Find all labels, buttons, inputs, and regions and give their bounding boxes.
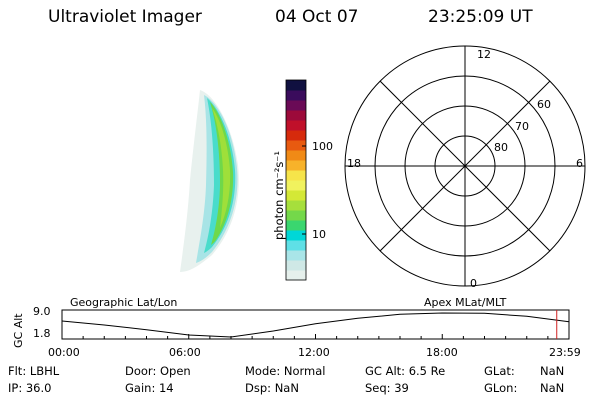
info-gc-alt: GC Alt: 6.5 Re xyxy=(365,364,445,378)
observation-time: 23:25:09 UT xyxy=(428,7,533,27)
colorbar-swatch xyxy=(286,260,306,271)
polar-line-diagonal-b xyxy=(379,80,551,252)
flt-label: Flt: xyxy=(8,364,27,378)
flt-value: LBHL xyxy=(29,364,60,378)
mlat-label-80: 80 xyxy=(494,141,508,154)
auroral-image xyxy=(180,90,239,272)
colorbar-tick-label-10: 10 xyxy=(312,228,326,241)
colorbar-frame xyxy=(285,79,307,281)
observation-date: 04 Oct 07 xyxy=(275,7,359,27)
glat-value: NaN xyxy=(540,364,565,378)
colorbar-swatch xyxy=(286,100,306,111)
gc-alt-label: GC Alt: xyxy=(365,364,406,378)
dsp-label: Dsp: xyxy=(245,381,272,395)
instrument-title: Ultraviolet Imager xyxy=(48,7,202,27)
colorbar-unit-label: photon cm⁻²s⁻¹ xyxy=(272,151,286,240)
colorbar-swatch xyxy=(286,220,306,231)
polar-grid xyxy=(344,45,586,287)
gain-value: 14 xyxy=(158,381,174,395)
timeline-tick-label-2359: 23:59 xyxy=(549,346,581,359)
colorbar-swatch xyxy=(286,190,306,201)
glat-label: GLat: xyxy=(484,364,515,378)
timeline-ticks xyxy=(61,334,570,339)
colorbar-swatch xyxy=(286,80,306,91)
timeline-tick-label-1800: 18:00 xyxy=(426,346,458,359)
colorbar xyxy=(286,80,306,281)
colorbar-swatch xyxy=(286,270,306,281)
mlat-label-70: 70 xyxy=(515,120,529,133)
colorbar-swatch xyxy=(286,210,306,221)
colorbar-swatch xyxy=(286,150,306,161)
info-gain: Gain: 14 xyxy=(125,381,174,395)
timeline-tick-label-0000: 00:00 xyxy=(48,346,80,359)
colorbar-swatch xyxy=(286,180,306,191)
colorbar-swatch xyxy=(286,110,306,121)
colorbar-swatch xyxy=(286,240,306,251)
colorbar-swatch xyxy=(286,200,306,211)
colorbar-swatch xyxy=(286,140,306,151)
timeline-left-title: Geographic Lat/Lon xyxy=(70,296,178,309)
colorbar-swatch xyxy=(286,230,306,241)
colorbar-swatch xyxy=(286,170,306,181)
mode-value: Normal xyxy=(283,364,326,378)
info-ip: IP: 36.0 xyxy=(8,381,51,395)
colorbar-swatch xyxy=(286,160,306,171)
info-dsp: Dsp: NaN xyxy=(245,381,299,395)
gain-label: Gain: xyxy=(125,381,156,395)
glon-value: NaN xyxy=(540,381,565,395)
timeline-ylabel: GC Alt xyxy=(12,313,25,348)
mlt-label-0: 0 xyxy=(470,277,477,290)
seq-label: Seq: xyxy=(365,381,391,395)
mlt-label-18: 18 xyxy=(347,157,361,170)
timeline-tick-label-0600: 06:00 xyxy=(169,346,201,359)
gc-alt-curve xyxy=(61,312,570,338)
colorbar-swatch xyxy=(286,250,306,261)
colorbar-tick-label-100: 100 xyxy=(312,140,333,153)
ip-label: IP: xyxy=(8,381,23,395)
gc-alt-value: 6.5 Re xyxy=(408,364,446,378)
mode-label: Mode: xyxy=(245,364,281,378)
mlat-label-60: 60 xyxy=(537,98,551,111)
timeline-tick-label-1200: 12:00 xyxy=(298,346,330,359)
info-mode: Mode: Normal xyxy=(245,364,325,378)
glon-label: GLon: xyxy=(484,381,518,395)
door-value: Open xyxy=(159,364,191,378)
colorbar-swatch xyxy=(286,130,306,141)
info-seq: Seq: 39 xyxy=(365,381,409,395)
timeline-right-title: Apex MLat/MLT xyxy=(424,296,507,309)
door-label: Door: xyxy=(125,364,157,378)
mlt-label-6: 6 xyxy=(576,157,583,170)
dsp-value: NaN xyxy=(274,381,299,395)
seq-value: 39 xyxy=(394,381,409,395)
colorbar-swatch xyxy=(286,90,306,101)
colorbar-swatch xyxy=(286,120,306,131)
mlt-label-12: 12 xyxy=(477,48,491,61)
info-flt: Flt: LBHL xyxy=(8,364,59,378)
info-door: Door: Open xyxy=(125,364,191,378)
ip-value: 36.0 xyxy=(25,381,52,395)
timeline-ymin-label: 1.8 xyxy=(33,327,51,340)
timeline-ymax-label: 9.0 xyxy=(33,305,51,318)
